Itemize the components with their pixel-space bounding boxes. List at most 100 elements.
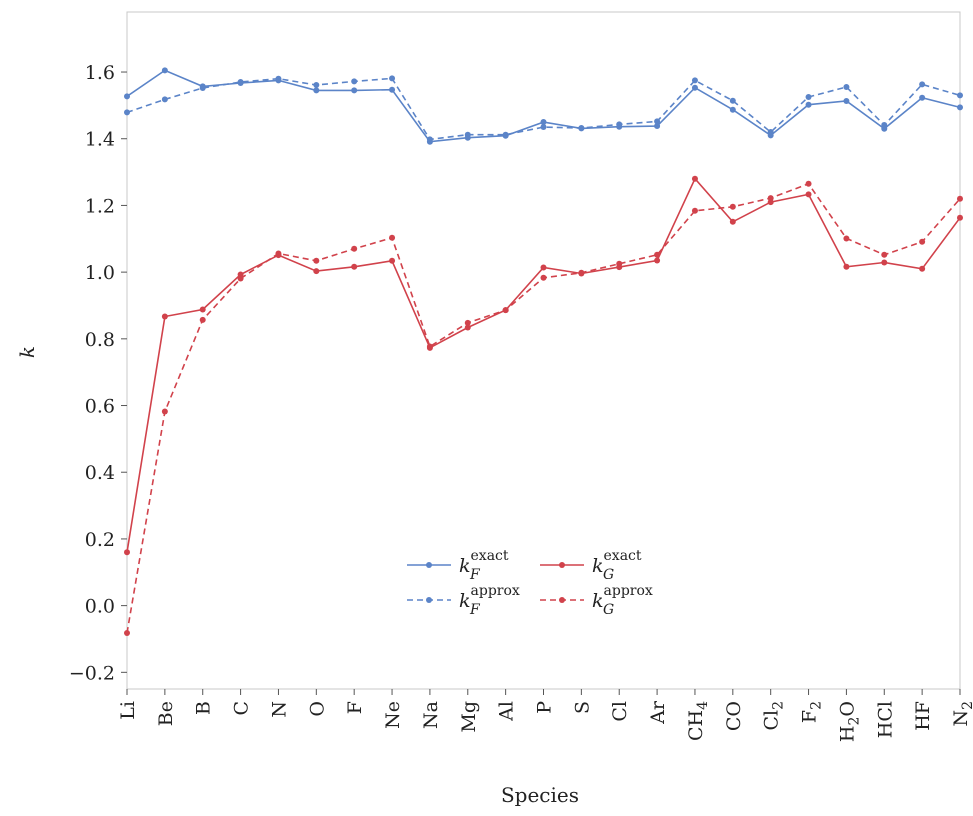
data-point xyxy=(313,82,320,89)
data-point xyxy=(616,260,623,267)
y-tick-label: 1.6 xyxy=(85,62,115,84)
data-point xyxy=(919,81,926,88)
data-point xyxy=(881,122,888,129)
data-point xyxy=(540,124,547,131)
series-1 xyxy=(124,75,963,143)
data-point xyxy=(616,121,623,128)
data-point xyxy=(275,250,282,257)
legend-item: kexact F xyxy=(407,548,509,583)
data-point xyxy=(540,119,547,126)
data-point xyxy=(464,324,471,331)
y-tick-label: 0.4 xyxy=(85,462,115,484)
legend-swatch-marker xyxy=(559,562,565,568)
data-point xyxy=(919,238,926,245)
series-line xyxy=(126,69,961,143)
data-point xyxy=(199,85,206,92)
data-point xyxy=(957,104,963,111)
series-2 xyxy=(124,175,963,556)
series-line xyxy=(126,77,961,141)
series-line xyxy=(126,177,961,553)
data-point xyxy=(161,67,168,74)
data-point xyxy=(729,97,736,104)
legend-item: kapprox G xyxy=(540,583,653,618)
data-point xyxy=(691,84,698,91)
x-tick-label: H2O xyxy=(836,701,862,742)
data-point xyxy=(919,265,926,272)
data-point xyxy=(654,257,661,264)
x-tick-label: O xyxy=(306,701,328,717)
y-tick-label: 0.2 xyxy=(85,529,115,551)
data-point xyxy=(578,125,585,132)
data-point xyxy=(843,98,850,105)
y-tick-label: 0.6 xyxy=(85,396,115,418)
data-point xyxy=(919,94,926,101)
data-point xyxy=(313,268,320,275)
x-tick-label: N xyxy=(268,701,290,718)
legend-label: kapprox G xyxy=(592,583,653,618)
data-point xyxy=(124,93,130,100)
y-tick-label: 1.2 xyxy=(85,195,115,217)
data-point xyxy=(351,78,358,85)
data-point xyxy=(957,92,963,99)
plot-frame xyxy=(126,11,961,690)
data-point xyxy=(805,191,812,198)
data-point xyxy=(729,203,736,210)
y-axis-title: k xyxy=(15,346,39,358)
data-point xyxy=(729,218,736,225)
x-tick-label: S xyxy=(571,701,593,714)
data-point xyxy=(691,77,698,84)
data-point xyxy=(161,96,168,103)
y-tick-label: 1.4 xyxy=(85,129,115,151)
data-point xyxy=(540,274,547,281)
data-point xyxy=(881,251,888,258)
data-point xyxy=(124,629,130,636)
x-tick-label: Ne xyxy=(382,701,404,729)
data-point xyxy=(502,131,509,138)
data-point xyxy=(426,136,433,143)
legend-label: kexact F xyxy=(459,548,509,583)
data-point xyxy=(502,307,509,314)
data-point xyxy=(767,195,774,202)
data-point xyxy=(540,264,547,271)
data-point xyxy=(691,207,698,214)
x-tick-label: Cl xyxy=(609,701,631,722)
data-point xyxy=(389,86,396,93)
x-tick-label: Al xyxy=(496,701,518,722)
data-point xyxy=(767,129,774,136)
data-point xyxy=(464,131,471,138)
data-point xyxy=(351,87,358,94)
data-point xyxy=(843,235,850,242)
legend-label: kapprox F xyxy=(459,583,520,618)
data-point xyxy=(275,75,282,82)
x-tick-label: CO xyxy=(723,701,745,731)
data-point xyxy=(957,195,963,202)
data-point xyxy=(805,101,812,108)
legend-swatch-marker xyxy=(426,597,432,603)
data-point xyxy=(654,123,661,130)
x-tick-label: Na xyxy=(420,701,442,729)
data-point xyxy=(237,79,244,86)
y-tick-label: −0.2 xyxy=(69,662,115,684)
data-point xyxy=(843,263,850,270)
data-point xyxy=(464,319,471,326)
x-tick-label: Be xyxy=(155,701,177,726)
data-point xyxy=(805,180,812,187)
data-point xyxy=(124,109,130,116)
x-tick-label: B xyxy=(193,701,215,715)
data-point xyxy=(389,257,396,264)
data-point xyxy=(389,75,396,82)
data-point xyxy=(654,251,661,258)
data-point xyxy=(199,306,206,313)
data-point xyxy=(881,259,888,266)
data-point xyxy=(805,94,812,101)
legend-swatch-marker xyxy=(559,597,565,603)
x-tick-label: N2 xyxy=(950,701,973,727)
series-layer xyxy=(124,67,963,636)
y-tick-label: 0.8 xyxy=(85,329,115,351)
legend-item: kexact G xyxy=(540,548,642,583)
x-tick-label: CH4 xyxy=(685,701,711,741)
data-point xyxy=(654,118,661,125)
